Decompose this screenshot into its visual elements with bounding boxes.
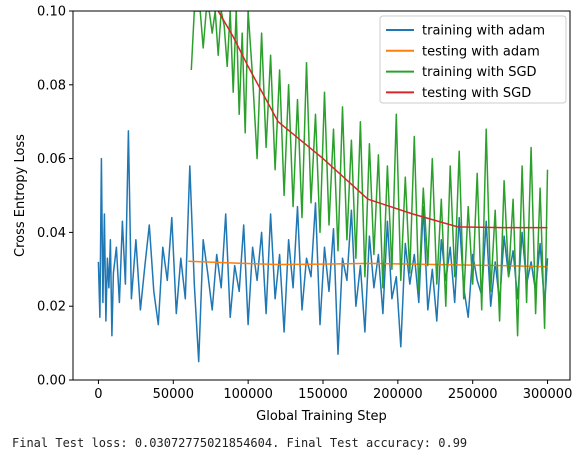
legend: training with adam testing with adam train… bbox=[379, 15, 567, 104]
y-axis: 0.00 0.02 0.04 0.06 0.08 0.10 bbox=[37, 5, 73, 389]
series-line-1 bbox=[188, 260, 548, 268]
x-axis: 0 50000 100000 150000 200000 250000 300000 bbox=[94, 380, 572, 402]
y-tick-label: 0.08 bbox=[37, 78, 66, 93]
x-tick-label: 150000 bbox=[298, 387, 348, 402]
series-line-2 bbox=[190, 11, 549, 337]
legend-box bbox=[379, 15, 567, 104]
x-tick-label: 50000 bbox=[153, 387, 194, 402]
x-tick-label: 200000 bbox=[373, 387, 423, 402]
series-layer bbox=[97, 11, 549, 363]
y-axis-title: Cross Entropy Loss bbox=[13, 134, 28, 257]
legend-label-1: testing with adam bbox=[422, 44, 540, 59]
legend-label-3: testing with SGD bbox=[422, 86, 531, 101]
y-tick-label: 0.02 bbox=[37, 300, 66, 315]
x-axis-title: Global Training Step bbox=[256, 409, 387, 424]
y-tick-label: 0.06 bbox=[37, 152, 66, 167]
loss-chart: 0 50000 100000 150000 200000 250000 300000 0.0… bbox=[13, 5, 572, 425]
output-text: Final Test loss: 0.03072775021854604. Fi… bbox=[12, 436, 468, 450]
legend-label-0: training with adam bbox=[422, 24, 545, 39]
series-line-0 bbox=[97, 130, 549, 363]
x-tick-label: 300000 bbox=[523, 387, 573, 402]
y-tick-label: 0.04 bbox=[37, 226, 66, 241]
x-tick-label: 250000 bbox=[448, 387, 498, 402]
legend-label-2: training with SGD bbox=[422, 65, 537, 80]
x-tick-label: 0 bbox=[94, 387, 102, 402]
plot-frame bbox=[72, 10, 571, 381]
y-tick-label: 0.00 bbox=[37, 374, 66, 389]
x-tick-label: 100000 bbox=[223, 387, 273, 402]
chart-figure: 0 50000 100000 150000 200000 250000 300000 0.0… bbox=[13, 5, 572, 425]
y-tick-label: 0.10 bbox=[37, 5, 66, 20]
series-line-3 bbox=[217, 11, 548, 229]
